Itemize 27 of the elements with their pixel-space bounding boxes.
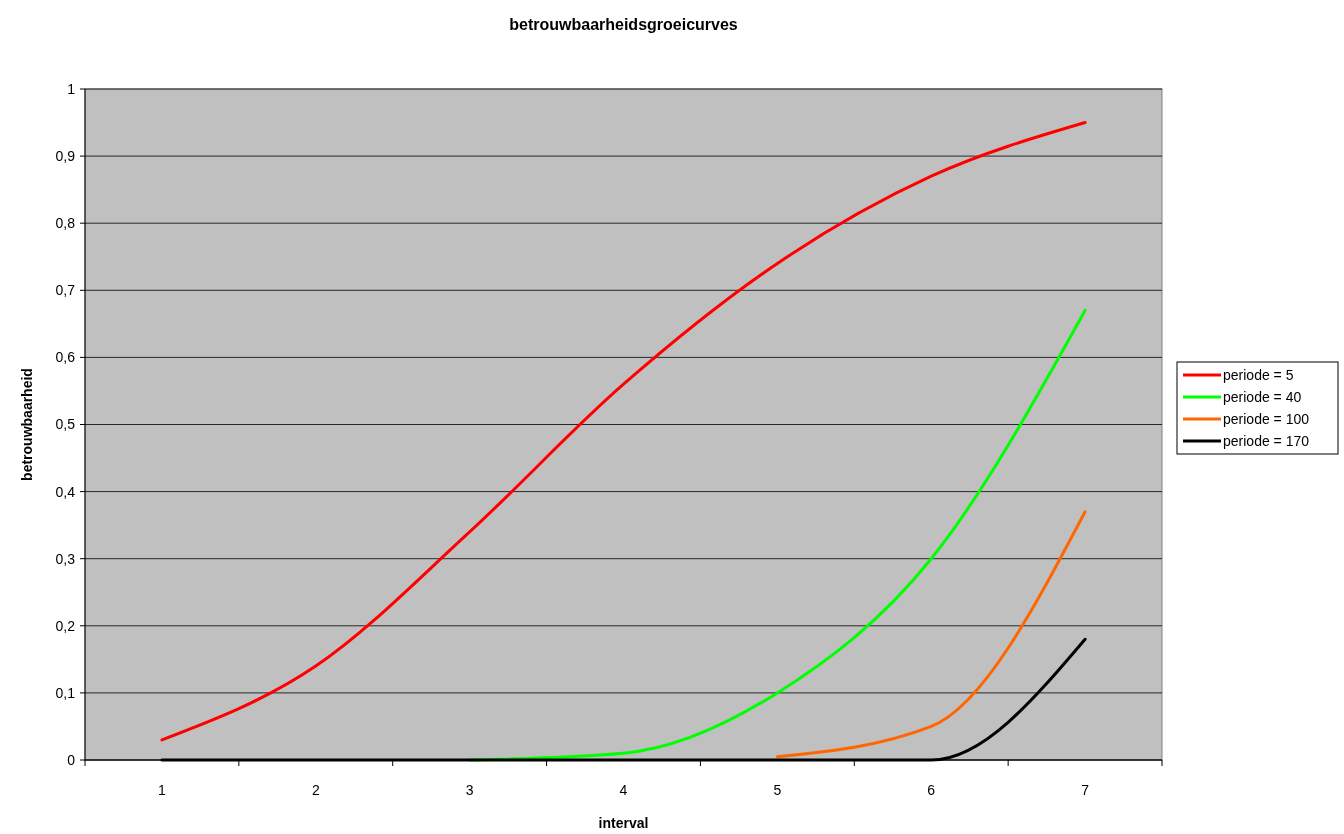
legend-label: periode = 170 [1223,432,1310,449]
x-tick-label: 3 [465,782,474,798]
x-tick-label: 2 [311,782,320,798]
y-tick-label: 0,4 [55,483,76,500]
y-tick-label: 0,6 [55,349,76,366]
y-tick-label: 0,9 [55,148,76,164]
y-tick-label: 0,3 [55,550,76,567]
y-tick-label: 0 [67,751,76,768]
y-tick-label: 0,2 [55,617,76,634]
y-tick-label: 1 [67,80,76,97]
y-tick-label: 0,5 [55,416,76,433]
chart-title: betrouwbaarheidsgroeicurves [509,16,738,33]
y-axis-title: betrouwbaarheid [19,368,35,481]
legend-label: periode = 100 [1223,410,1310,427]
x-tick-label: 4 [619,782,628,798]
y-tick-label: 0,1 [55,684,76,701]
x-tick-label: 1 [158,782,167,798]
line-series [468,308,1087,762]
legend-label: periode = 5 [1223,366,1294,383]
x-tick-label: 5 [773,782,782,798]
legend-label: periode = 40 [1223,388,1302,405]
line-series [160,121,1087,742]
x-tick-label: 6 [927,782,936,798]
y-tick-label: 0,7 [55,282,76,299]
y-tick-label: 0,8 [55,215,76,232]
x-axis-title: interval [598,815,649,831]
x-tick-label: 7 [1081,782,1090,798]
